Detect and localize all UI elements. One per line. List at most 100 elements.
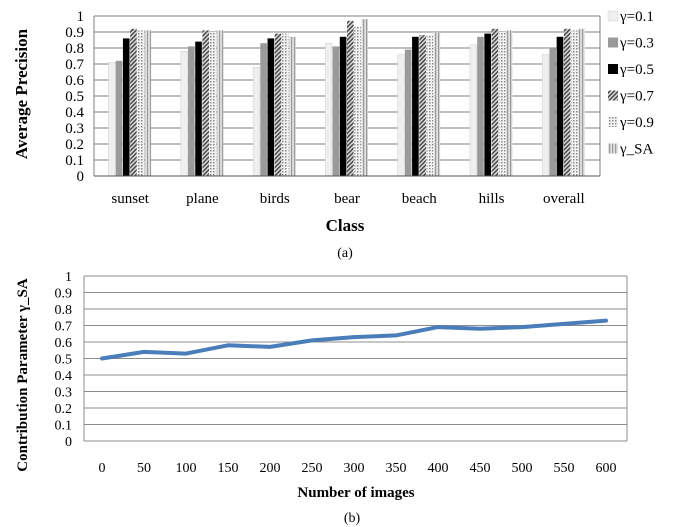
bar-plane-0-9 xyxy=(209,32,217,176)
line-chart-y-tick-label: 0.7 xyxy=(55,320,73,335)
bar-beach-0-9 xyxy=(426,35,434,177)
legend-swatch-0-7 xyxy=(608,90,618,101)
bar-beach-0-7 xyxy=(419,35,426,177)
line-chart-x-tick-label: 150 xyxy=(218,461,239,476)
bar-sunset-sa xyxy=(144,30,152,177)
line-chart-x-tick-label: 100 xyxy=(176,461,197,476)
line-chart-x-tick-label: 550 xyxy=(554,461,575,476)
bar-sunset-0-1 xyxy=(108,62,116,177)
line-chart-y-tick-label: 1 xyxy=(65,270,72,285)
bar-hills-0-3 xyxy=(477,36,484,176)
bar-chart-y-tick-label: 0.5 xyxy=(65,89,84,105)
line-chart-caption: (b) xyxy=(344,511,361,526)
bar-hills-0-7 xyxy=(491,28,499,176)
legend-label-0-7: γ=0.7 xyxy=(619,89,654,105)
bar-chart-y-tick-label: 0.1 xyxy=(65,153,84,169)
legend-swatch-0-9 xyxy=(608,117,618,127)
line-chart-y-axis-title: Contribution Parameter γ_SA xyxy=(15,278,31,472)
bar-birds-0-1 xyxy=(252,66,260,177)
bar-chart-x-tick-plane: plane xyxy=(186,191,219,207)
line-chart-x-tick-label: 450 xyxy=(470,461,491,476)
line-chart-x-tick-label: 0 xyxy=(99,461,106,476)
bar-chart-y-tick-label: 0.9 xyxy=(65,25,84,41)
line-chart-y-tick-label: 0.6 xyxy=(55,336,73,351)
bar-overall-0-3 xyxy=(549,48,557,176)
bar-chart-legend: γ=0.1 γ=0.3 γ=0.5 γ=0.7 γ=0.9 γ_SA xyxy=(607,9,654,158)
bar-hills-0-1 xyxy=(469,44,477,177)
legend-swatch-0-1 xyxy=(607,10,619,22)
bar-bear-0-1 xyxy=(325,42,333,177)
bar-chart-x-tick-beach: beach xyxy=(402,191,437,207)
bar-hills-0-5 xyxy=(484,33,491,176)
bar-birds-0-7 xyxy=(274,33,282,176)
bar-plane-0-3 xyxy=(188,46,195,177)
line-chart-axes xyxy=(83,276,628,441)
legend-label-sa: γ_SA xyxy=(619,142,653,158)
legend-swatch-sa xyxy=(608,143,618,154)
bar-sunset-0-9 xyxy=(137,30,144,177)
bar-overall-0-7 xyxy=(563,28,571,176)
bar-overall-0-1 xyxy=(542,54,550,177)
bar-sunset-0-7 xyxy=(130,28,137,176)
bar-chart-x-tick-labels: sunset plane birds bear beach hills overall xyxy=(111,191,584,207)
line-chart-x-axis-title: Number of images xyxy=(297,485,414,501)
bar-birds-0-5 xyxy=(267,38,275,177)
line-chart-series xyxy=(100,318,608,361)
bar-birds-0-9 xyxy=(281,33,289,176)
line-chart-y-tick-label: 0 xyxy=(65,435,72,450)
bar-chart-y-tick-label: 0.2 xyxy=(65,137,84,153)
legend-label-0-3: γ=0.3 xyxy=(619,36,654,52)
bar-chart-x-tick-sunset: sunset xyxy=(111,191,149,207)
bar-chart-y-tick-label: 0.3 xyxy=(65,121,84,137)
line-chart-x-tick-label: 50 xyxy=(137,461,151,476)
line-chart: 00.10.20.30.40.50.60.70.80.91 0 50 100 150 2… xyxy=(15,270,628,526)
bar-sunset-0-5 xyxy=(122,38,130,177)
bar-beach-0-3 xyxy=(404,49,412,176)
line-chart-gridlines xyxy=(84,275,627,442)
line-chart-y-tick-label: 0.8 xyxy=(55,303,73,318)
bar-birds-0-3 xyxy=(260,43,267,177)
bar-hills-sa xyxy=(505,30,513,177)
bar-overall-0-9 xyxy=(571,30,578,177)
bar-chart-y-axis-title: Average Precision xyxy=(12,28,31,159)
bar-chart-x-axis-title: Class xyxy=(326,216,365,235)
line-chart-y-tick-label: 0.9 xyxy=(55,287,73,302)
line-chart-y-tick-label: 0.1 xyxy=(55,419,73,434)
bar-bear-0-9 xyxy=(354,25,361,176)
line-chart-y-tick-label: 0.3 xyxy=(55,386,73,401)
line-series-gamma-sa xyxy=(100,318,608,361)
line-chart-x-tick-label: 500 xyxy=(512,461,533,476)
line-chart-y-tick-label: 0.5 xyxy=(55,353,73,368)
bar-beach-sa xyxy=(433,32,441,176)
legend-label-0-9: γ=0.9 xyxy=(619,115,654,131)
bar-plane-0-1 xyxy=(180,50,188,177)
legend-swatch-0-5 xyxy=(608,64,618,74)
bar-plane-0-7 xyxy=(202,30,210,177)
bar-chart: 00.10.20.30.40.50.60.70.80.91 sunset plan… xyxy=(12,9,654,261)
bar-bear-sa xyxy=(361,19,368,177)
bar-chart-x-tick-overall: overall xyxy=(543,191,585,207)
line-chart-y-tick-labels: 00.1 0.20.3 0.40.5 0.60.7 0.80.9 1 xyxy=(55,270,73,450)
line-chart-x-tick-label: 200 xyxy=(260,461,281,476)
bar-bear-0-7 xyxy=(347,20,354,176)
line-chart-y-tick-label: 0.4 xyxy=(55,369,73,384)
bar-chart-bars xyxy=(108,19,585,177)
bar-chart-y-tick-label: 1 xyxy=(77,9,85,25)
bar-plane-sa xyxy=(216,30,224,177)
bar-sunset-0-3 xyxy=(115,60,123,176)
bar-chart-x-tick-birds: birds xyxy=(260,191,290,207)
bar-chart-x-tick-hills: hills xyxy=(479,191,505,207)
bar-hills-0-9 xyxy=(498,32,506,176)
bar-chart-y-tick-label: 0 xyxy=(77,169,85,185)
bar-chart-y-tick-label: 0.6 xyxy=(65,73,84,89)
bar-chart-axes xyxy=(93,16,601,177)
bar-bear-0-5 xyxy=(339,36,347,176)
line-chart-x-tick-labels: 0 50 100 150 200 250 300 350 400 450 500 550 600 xyxy=(99,461,617,476)
bar-chart-y-tick-label: 0.4 xyxy=(65,105,84,121)
line-chart-x-tick-label: 400 xyxy=(428,461,449,476)
bar-chart-y-tick-label: 0.7 xyxy=(65,57,84,73)
legend-swatch-0-3 xyxy=(608,37,618,48)
bar-bear-0-3 xyxy=(332,46,340,177)
line-chart-x-tick-label: 250 xyxy=(302,461,323,476)
